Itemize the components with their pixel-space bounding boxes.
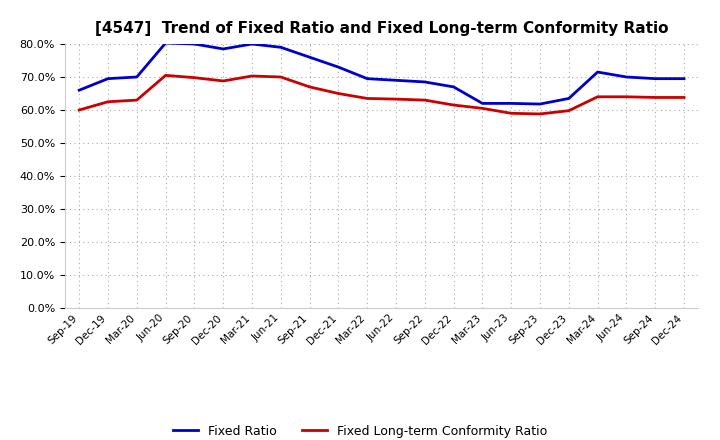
- Fixed Ratio: [593, 70, 602, 75]
- Fixed Ratio: [219, 46, 228, 51]
- Fixed Long-term Conformity Ratio: [651, 95, 660, 100]
- Fixed Ratio: [478, 101, 487, 106]
- Fixed Ratio: [161, 40, 170, 46]
- Line: Fixed Long-term Conformity Ratio: Fixed Long-term Conformity Ratio: [79, 75, 684, 114]
- Fixed Long-term Conformity Ratio: [420, 97, 429, 103]
- Legend: Fixed Ratio, Fixed Long-term Conformity Ratio: Fixed Ratio, Fixed Long-term Conformity …: [168, 420, 552, 440]
- Fixed Long-term Conformity Ratio: [248, 73, 256, 79]
- Line: Fixed Ratio: Fixed Ratio: [79, 43, 684, 104]
- Fixed Long-term Conformity Ratio: [507, 110, 516, 116]
- Fixed Long-term Conformity Ratio: [449, 103, 458, 108]
- Fixed Ratio: [305, 55, 314, 60]
- Fixed Ratio: [507, 101, 516, 106]
- Fixed Ratio: [564, 96, 573, 101]
- Fixed Long-term Conformity Ratio: [75, 107, 84, 113]
- Fixed Ratio: [334, 64, 343, 70]
- Fixed Ratio: [420, 79, 429, 84]
- Fixed Long-term Conformity Ratio: [564, 108, 573, 113]
- Fixed Ratio: [680, 76, 688, 81]
- Fixed Ratio: [363, 76, 372, 81]
- Fixed Long-term Conformity Ratio: [305, 84, 314, 90]
- Fixed Ratio: [104, 76, 112, 81]
- Fixed Long-term Conformity Ratio: [334, 91, 343, 96]
- Fixed Long-term Conformity Ratio: [622, 94, 631, 99]
- Fixed Long-term Conformity Ratio: [190, 75, 199, 80]
- Fixed Long-term Conformity Ratio: [392, 96, 400, 102]
- Fixed Long-term Conformity Ratio: [478, 106, 487, 111]
- Fixed Long-term Conformity Ratio: [680, 95, 688, 100]
- Fixed Long-term Conformity Ratio: [593, 94, 602, 99]
- Title: [4547]  Trend of Fixed Ratio and Fixed Long-term Conformity Ratio: [4547] Trend of Fixed Ratio and Fixed Lo…: [95, 21, 668, 36]
- Fixed Ratio: [190, 41, 199, 47]
- Fixed Ratio: [622, 74, 631, 80]
- Fixed Long-term Conformity Ratio: [161, 73, 170, 78]
- Fixed Ratio: [392, 77, 400, 83]
- Fixed Ratio: [276, 44, 285, 50]
- Fixed Ratio: [651, 76, 660, 81]
- Fixed Long-term Conformity Ratio: [276, 74, 285, 80]
- Fixed Ratio: [536, 101, 544, 106]
- Fixed Long-term Conformity Ratio: [104, 99, 112, 104]
- Fixed Long-term Conformity Ratio: [219, 78, 228, 84]
- Fixed Ratio: [449, 84, 458, 90]
- Fixed Ratio: [248, 41, 256, 47]
- Fixed Long-term Conformity Ratio: [363, 96, 372, 101]
- Fixed Ratio: [75, 88, 84, 93]
- Fixed Long-term Conformity Ratio: [536, 111, 544, 117]
- Fixed Ratio: [132, 74, 141, 80]
- Fixed Long-term Conformity Ratio: [132, 97, 141, 103]
